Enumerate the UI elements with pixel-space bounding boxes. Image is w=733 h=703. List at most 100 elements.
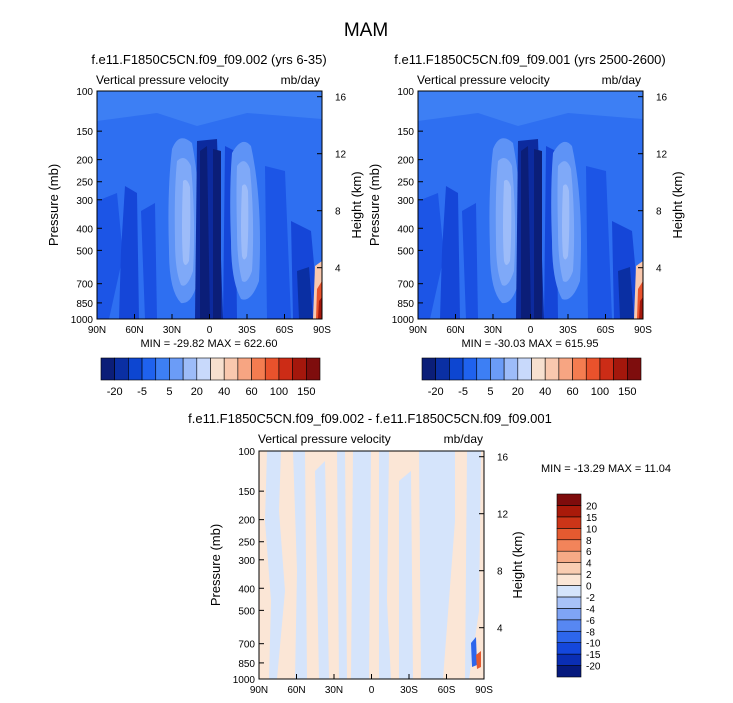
- colorbar-swatch: [251, 357, 266, 381]
- panel-3-units-label: mb/day: [444, 432, 483, 446]
- y-right-tick-label: 12: [335, 150, 347, 161]
- panel-1-ylabel-right: Height (km): [349, 171, 364, 238]
- y-tick-label: 150: [238, 487, 255, 498]
- colorbar-swatch: [421, 357, 436, 381]
- panel-3-stats: MIN = -13.29 MAX = 11.04: [541, 463, 671, 475]
- colorbar-label: 4: [586, 559, 592, 570]
- x-tick-label: 90S: [475, 685, 493, 696]
- colorbar-label: -20: [107, 386, 123, 398]
- colorbar-swatch: [556, 528, 582, 541]
- y-right-tick-label: 16: [497, 453, 509, 464]
- panel-2-title: f.e11.F1850C5CN.f09_f09.001 (yrs 2500-26…: [394, 52, 665, 67]
- x-tick-label: 60N: [287, 685, 305, 696]
- colorbar-label: 60: [245, 386, 257, 398]
- colorbar-swatch: [169, 357, 184, 381]
- y-tick-label: 500: [238, 606, 255, 617]
- colorbar-label: 5: [487, 386, 493, 398]
- y-tick-label: 850: [76, 299, 93, 310]
- y-tick-label: 700: [76, 280, 93, 291]
- colorbar-swatch: [182, 357, 198, 381]
- colorbar-label: 15: [586, 513, 598, 524]
- x-tick-label: 90N: [88, 325, 106, 336]
- colorbar-swatch: [558, 357, 573, 381]
- y-tick-label: 150: [397, 127, 414, 138]
- x-tick-label: 60N: [125, 325, 143, 336]
- x-tick-label: 30N: [325, 685, 343, 696]
- colorbar-swatch: [141, 357, 157, 381]
- panel-1-ylabel: Pressure (mb): [46, 164, 61, 246]
- x-tick-label: 60S: [597, 325, 615, 336]
- colorbar-swatch: [292, 357, 307, 381]
- colorbar-label: 40: [218, 386, 230, 398]
- colorbar-label: 6: [586, 547, 592, 558]
- x-tick-label: 0: [528, 325, 534, 336]
- y-tick-label: 400: [76, 224, 93, 235]
- colorbar-swatch: [449, 357, 464, 381]
- colorbar-swatch: [556, 608, 582, 621]
- y-right-tick-label: 4: [497, 624, 503, 635]
- colorbar-swatch: [517, 357, 532, 381]
- colorbar-swatch: [556, 505, 582, 518]
- colorbar-label: 10: [586, 524, 598, 535]
- colorbar-label: -8: [586, 627, 595, 638]
- panel-3-left-label: Vertical pressure velocity: [258, 432, 391, 446]
- x-tick-label: 30N: [484, 325, 502, 336]
- colorbar-label: 150: [297, 386, 315, 398]
- panel-1: f.e11.F1850C5CN.f09_f09.002 (yrs 6-35) V…: [46, 52, 364, 398]
- colorbar-label: 20: [586, 501, 598, 512]
- y-right-tick-label: 12: [497, 510, 509, 521]
- colorbar-label: -6: [586, 616, 595, 627]
- colorbar-label: -15: [586, 650, 601, 661]
- panel-1-title: f.e11.F1850C5CN.f09_f09.002 (yrs 6-35): [91, 52, 326, 67]
- panel-2-plot-area: [417, 90, 644, 320]
- colorbar-swatch: [556, 539, 582, 552]
- colorbar-label: -20: [428, 386, 444, 398]
- colorbar-label: 8: [586, 536, 592, 547]
- y-tick-label: 300: [238, 556, 255, 567]
- colorbar-swatch: [196, 357, 211, 381]
- panel-2: f.e11.F1850C5CN.f09_f09.001 (yrs 2500-26…: [367, 52, 685, 398]
- colorbar-label: 20: [191, 386, 203, 398]
- y-tick-label: 850: [238, 659, 255, 670]
- colorbar-swatch: [556, 573, 582, 586]
- panel-1-plot-area: [96, 90, 323, 320]
- colorbar-swatch: [556, 665, 582, 678]
- colorbar-swatch: [613, 357, 628, 381]
- colorbar-swatch: [544, 357, 560, 381]
- colorbar-swatch: [100, 357, 115, 381]
- y-right-tick-label: 8: [335, 207, 341, 218]
- x-tick-label: 90N: [409, 325, 427, 336]
- y-tick-label: 700: [397, 280, 414, 291]
- y-tick-label: 200: [76, 156, 93, 167]
- x-tick-label: 60N: [446, 325, 464, 336]
- y-tick-label: 100: [397, 87, 414, 98]
- x-tick-label: 30N: [163, 325, 181, 336]
- panel-2-stats: MIN = -30.03 MAX = 615.95: [462, 338, 599, 350]
- y-tick-label: 250: [397, 178, 414, 189]
- colorbar-swatch: [223, 357, 239, 381]
- colorbar-swatch: [556, 642, 582, 655]
- colorbar-swatch: [556, 596, 582, 609]
- colorbar-label: 0: [586, 582, 592, 593]
- colorbar-swatch: [556, 630, 582, 643]
- y-tick-label: 100: [238, 447, 255, 458]
- colorbar-swatch: [210, 357, 225, 381]
- panel-1-units-label: mb/day: [281, 73, 320, 87]
- colorbar-swatch: [627, 357, 642, 381]
- panel-3-ylabel-right: Height (km): [510, 531, 525, 598]
- y-tick-label: 250: [238, 538, 255, 549]
- panel-2-units-label: mb/day: [602, 73, 641, 87]
- y-tick-label: 700: [238, 640, 255, 651]
- colorbar-swatch: [264, 357, 280, 381]
- colorbar-label: -10: [586, 639, 601, 650]
- y-tick-label: 200: [238, 516, 255, 527]
- y-tick-label: 1000: [71, 315, 94, 326]
- panel-3-title: f.e11.F1850C5CN.f09_f09.002 - f.e11.F185…: [188, 411, 552, 426]
- colorbar-swatch: [128, 357, 143, 381]
- y-tick-label: 150: [76, 127, 93, 138]
- colorbar-swatch: [490, 357, 505, 381]
- panel-2-left-label: Vertical pressure velocity: [417, 73, 550, 87]
- y-tick-label: 200: [397, 156, 414, 167]
- colorbar-label: 5: [166, 386, 172, 398]
- panel-3: f.e11.F1850C5CN.f09_f09.002 - f.e11.F185…: [188, 411, 671, 696]
